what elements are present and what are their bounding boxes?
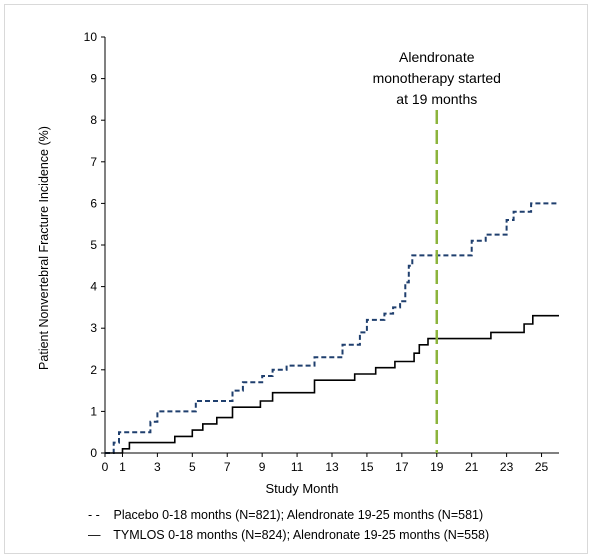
y-tick-label: 1 [90, 404, 97, 418]
x-tick-label: 7 [224, 460, 231, 474]
y-tick-label: 3 [90, 321, 97, 335]
y-axis-ticks: 0 1 2 3 4 5 6 7 8 9 10 [84, 30, 105, 460]
x-tick-label: 1 [119, 460, 126, 474]
y-tick-label: 8 [90, 113, 97, 127]
legend-dashed-symbol: - - [88, 508, 100, 522]
y-tick-label: 5 [90, 238, 97, 252]
x-tick-label: 23 [500, 460, 514, 474]
x-tick-label: 3 [154, 460, 161, 474]
annotation-text: monotherapy started [373, 70, 501, 86]
legend-label-tymlos: TYMLOS 0-18 months (N=824); Alendronate … [113, 528, 490, 542]
y-tick-label: 9 [90, 72, 97, 86]
x-axis-ticks: 0 1 3 5 7 9 11 13 15 17 19 21 23 25 [102, 453, 549, 474]
x-tick-label: 25 [535, 460, 549, 474]
legend-item-placebo: - - Placebo 0-18 months (N=821); Alendro… [88, 508, 483, 522]
y-tick-label: 2 [90, 363, 97, 377]
annotation-text: Alendronate [399, 49, 475, 65]
series-line-tymlos [105, 314, 559, 454]
chart-series [105, 202, 559, 454]
x-tick-label: 19 [430, 460, 444, 474]
legend-item-tymlos: — TYMLOS 0-18 months (N=824); Alendronat… [88, 528, 489, 542]
x-tick-label: 21 [465, 460, 479, 474]
y-tick-label: 4 [90, 280, 97, 294]
x-tick-label: 0 [102, 460, 109, 474]
y-axis-label: Patient Nonvertebral Fracture Incidence … [37, 126, 51, 370]
x-tick-label: 9 [259, 460, 266, 474]
x-axis-label: Study Month [266, 481, 339, 496]
y-tick-label: 0 [90, 446, 97, 460]
chart-axes [104, 37, 559, 454]
x-tick-label: 17 [395, 460, 409, 474]
chart-frame [4, 4, 588, 554]
x-tick-label: 13 [325, 460, 339, 474]
y-tick-label: 6 [90, 196, 97, 210]
legend-solid-symbol: — [88, 528, 101, 542]
annotation-text: at 19 months [396, 91, 477, 107]
legend-label-placebo: Placebo 0-18 months (N=821); Alendronate… [113, 508, 484, 522]
series-line-placebo [105, 202, 559, 454]
y-tick-label: 7 [90, 155, 97, 169]
x-tick-label: 15 [360, 460, 374, 474]
x-tick-label: 11 [291, 460, 304, 474]
x-tick-label: 5 [189, 460, 196, 474]
y-tick-label: 10 [84, 30, 98, 44]
chart-annotation: Alendronate monotherapy started at 19 mont… [373, 49, 501, 453]
